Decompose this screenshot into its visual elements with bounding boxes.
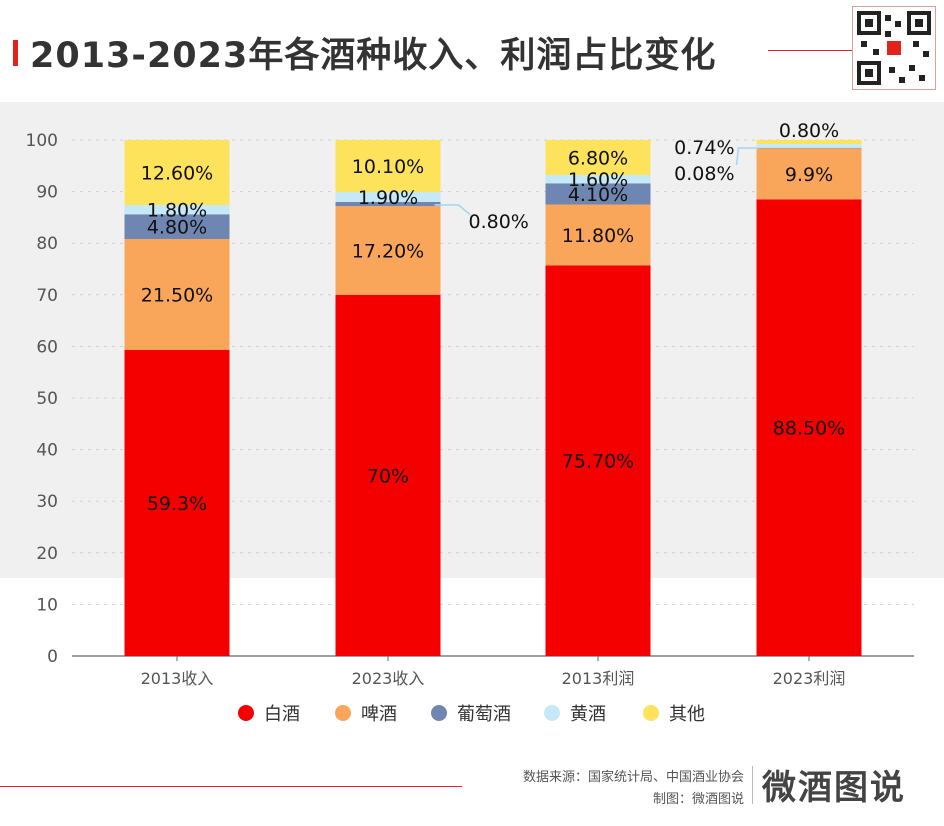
bars bbox=[124, 139, 862, 656]
y-tick-label: 0 bbox=[47, 647, 58, 667]
data-label: 0.08% bbox=[674, 163, 734, 185]
bar-segment bbox=[756, 139, 862, 145]
legend: 白酒 啤酒 葡萄酒 黄酒 其他 bbox=[238, 704, 705, 725]
bar-segment bbox=[756, 147, 862, 149]
y-tick-label: 10 bbox=[36, 595, 58, 615]
chart-maker: 制图：微酒图说 bbox=[652, 792, 744, 807]
bar-segment bbox=[545, 204, 651, 266]
legend-label: 白酒 bbox=[264, 704, 300, 725]
data-label: 70% bbox=[367, 465, 409, 487]
data-label: 1.90% bbox=[358, 187, 418, 209]
data-label: 75.70% bbox=[562, 451, 634, 473]
data-label: 4.80% bbox=[147, 217, 207, 239]
bar-segment bbox=[124, 140, 230, 206]
footer-rule bbox=[0, 786, 462, 787]
y-tick-label: 40 bbox=[36, 441, 58, 461]
bar-segment bbox=[545, 265, 651, 656]
legend-label: 黄酒 bbox=[570, 704, 606, 725]
bar-segment bbox=[335, 201, 441, 207]
data-label: 11.80% bbox=[562, 225, 634, 247]
data-label: 17.20% bbox=[352, 240, 424, 262]
axes: 0 10 20 30 40 50 60 70 80 90 100 2013收入 2023收入 2013利润… bbox=[26, 131, 914, 688]
data-label: 4.10% bbox=[568, 184, 628, 206]
x-tick-label: 2023收入 bbox=[352, 669, 425, 688]
data-label: 10.10% bbox=[352, 156, 424, 178]
legend-marker bbox=[335, 705, 351, 721]
data-label: 88.50% bbox=[773, 418, 845, 440]
page-title: 2013-2023年各酒种收入、利润占比变化 bbox=[30, 36, 717, 76]
legend-marker bbox=[544, 705, 560, 721]
bar-segment bbox=[335, 294, 441, 656]
y-tick-label: 90 bbox=[36, 183, 58, 203]
bar-segment bbox=[756, 199, 862, 656]
data-label: 12.60% bbox=[141, 163, 213, 185]
legend-marker bbox=[643, 705, 659, 721]
y-tick-label: 50 bbox=[36, 389, 58, 409]
y-tick-label: 20 bbox=[36, 544, 58, 564]
y-tick-label: 100 bbox=[26, 131, 58, 151]
data-label: 0.80% bbox=[779, 120, 839, 142]
x-tick-label: 2013收入 bbox=[141, 669, 214, 688]
bar-segment bbox=[335, 140, 441, 193]
bar-segment bbox=[124, 239, 230, 351]
y-tick-label: 60 bbox=[36, 337, 58, 357]
data-label: 1.80% bbox=[147, 200, 207, 222]
bar-segment bbox=[756, 144, 862, 148]
leader-line bbox=[735, 147, 759, 166]
leader-line bbox=[434, 204, 472, 216]
data-label: 59.3% bbox=[147, 493, 207, 515]
data-label: 1.60% bbox=[568, 169, 628, 191]
bar-segment bbox=[335, 192, 441, 202]
legend-marker bbox=[431, 705, 447, 721]
data-labels: 59.3% 70% 75.70% 88.50% 21.50% 17.20% 11.80% 9.… bbox=[141, 120, 845, 515]
bar-segment bbox=[545, 183, 651, 205]
bar-segment bbox=[124, 214, 230, 240]
bar-segment bbox=[545, 175, 651, 184]
legend-label: 葡萄酒 bbox=[457, 704, 511, 725]
x-tick-label: 2013利润 bbox=[562, 669, 635, 688]
footer-divider bbox=[752, 766, 753, 804]
data-label: 0.80% bbox=[469, 211, 529, 233]
bar-segment bbox=[756, 148, 862, 200]
bar-segment bbox=[124, 350, 230, 656]
title-rule bbox=[768, 50, 852, 51]
brand-logo: 微酒图说 bbox=[762, 768, 906, 808]
legend-label: 啤酒 bbox=[361, 704, 397, 725]
title-accent-bar bbox=[13, 40, 18, 66]
y-tick-label: 70 bbox=[36, 286, 58, 306]
legend-marker bbox=[238, 705, 254, 721]
y-tick-label: 80 bbox=[36, 234, 58, 254]
data-source: 数据来源：国家统计局、中国酒业协会 bbox=[522, 770, 744, 785]
bar-segment bbox=[545, 140, 651, 176]
legend-label: 其他 bbox=[669, 704, 705, 725]
data-label: 9.9% bbox=[785, 164, 833, 186]
qr-code-icon bbox=[852, 6, 936, 90]
data-label: 0.74% bbox=[674, 137, 734, 159]
data-label: 6.80% bbox=[568, 148, 628, 170]
bar-segment bbox=[124, 205, 230, 215]
data-label: 21.50% bbox=[141, 285, 213, 307]
stacked-bar-chart: 0 10 20 30 40 50 60 70 80 90 100 2013收入 2023收入 2013利润… bbox=[26, 120, 914, 725]
bar-segment bbox=[335, 206, 441, 295]
x-tick-label: 2023利润 bbox=[773, 669, 846, 688]
y-tick-label: 30 bbox=[36, 492, 58, 512]
